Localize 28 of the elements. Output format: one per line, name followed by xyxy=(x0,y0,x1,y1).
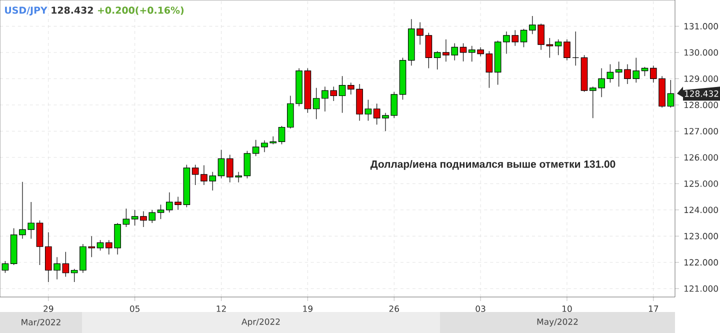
y-tick-label: 127.000 xyxy=(684,128,718,134)
annotation: +0.200(+0.16%) xyxy=(98,6,184,15)
x-tick-label: 17 xyxy=(648,306,658,312)
y-tick-label: 128.000 xyxy=(684,102,718,108)
y-tick-label: 122.000 xyxy=(684,259,718,266)
x-tick-label: 12 xyxy=(216,306,226,312)
y-tick-label: 129.000 xyxy=(684,76,718,82)
text: Mar/2022 xyxy=(22,318,60,326)
annotation: Доллар/иена поднимался выше отметки 131.00 xyxy=(370,160,616,170)
x-tick-label: 10 xyxy=(562,306,572,312)
y-tick-label: 125.000 xyxy=(684,180,718,187)
x-tick-label: 19 xyxy=(303,306,312,312)
x-tick-label: 26 xyxy=(389,306,399,312)
y-tick-label: 126.000 xyxy=(684,154,718,161)
candlestick xyxy=(338,76,346,114)
y-tick-label: 131.000 xyxy=(684,23,718,30)
y-tick-label: 130.000 xyxy=(684,49,718,56)
text: 128.432 xyxy=(684,90,718,97)
x-tick-label: 29 xyxy=(44,306,54,312)
text: Apr/2022 xyxy=(242,318,280,327)
text: May/2022 xyxy=(537,318,578,327)
x-tick-label: 03 xyxy=(476,306,486,312)
y-tick-label: 124.000 xyxy=(684,206,718,214)
y-tick-label: 121.000 xyxy=(684,285,718,292)
text: USD/JPY xyxy=(5,6,48,16)
x-tick-label: 05 xyxy=(130,306,140,312)
text: 128.432 xyxy=(52,6,93,14)
y-tick-label: 123.000 xyxy=(684,232,718,240)
